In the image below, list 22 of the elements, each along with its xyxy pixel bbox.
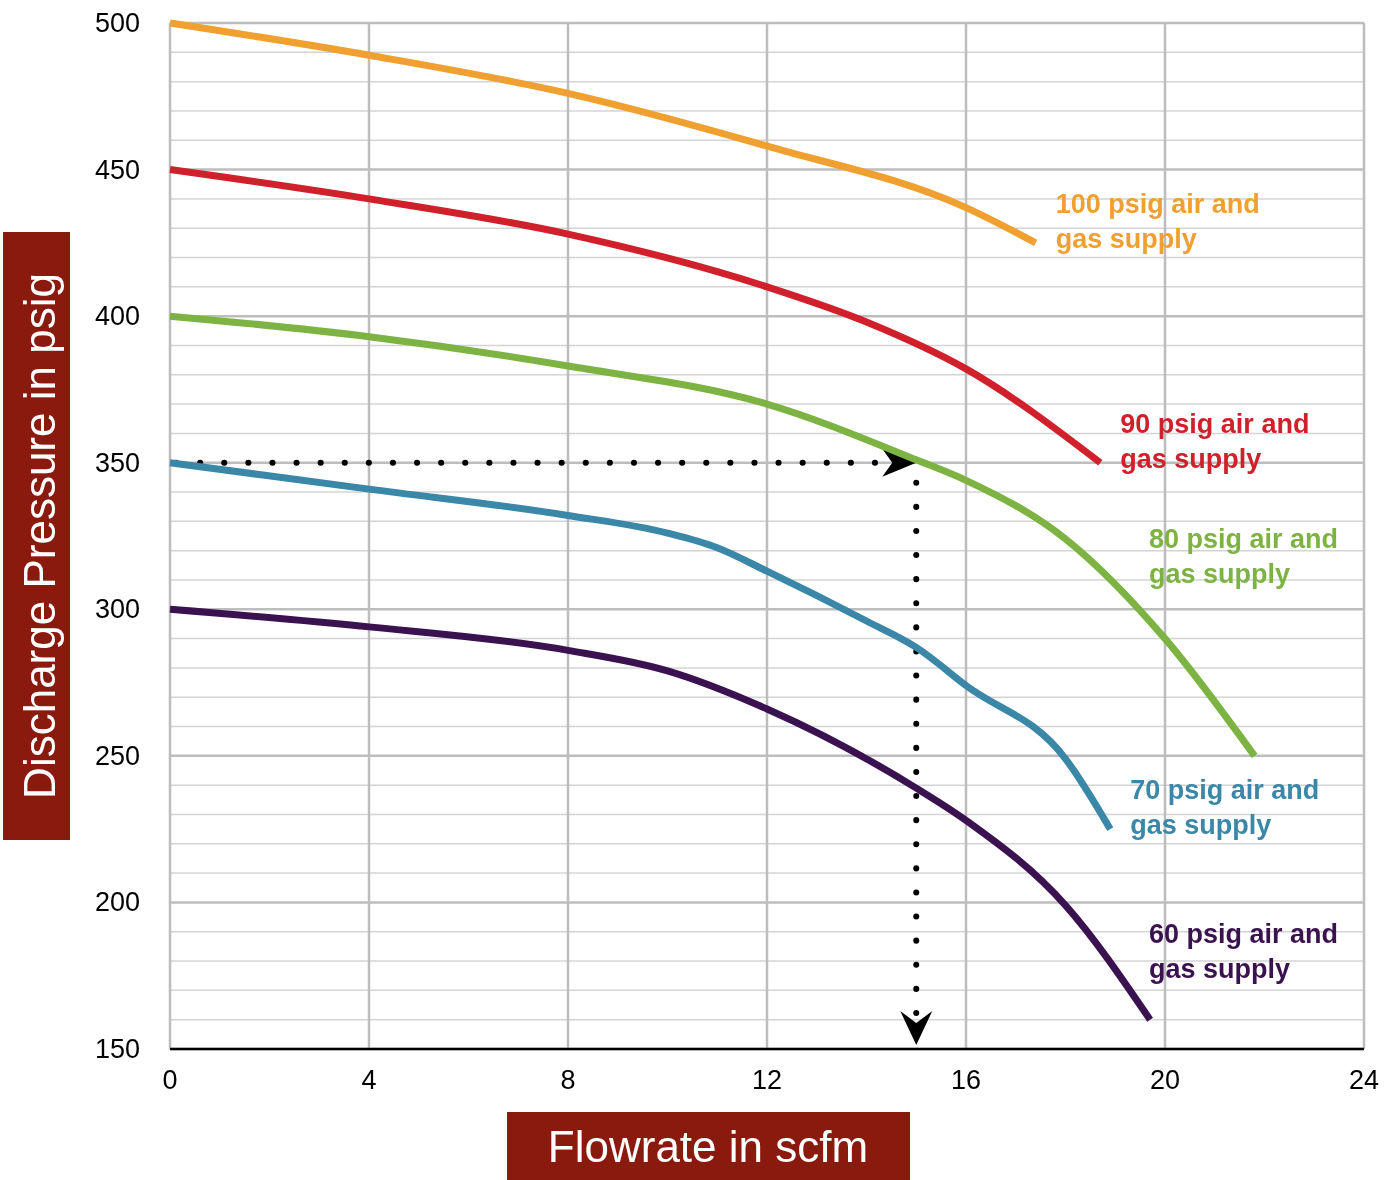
x-axis-title: Flowrate in scfm: [547, 1122, 869, 1171]
series-label: 100 psig air and gas supply: [1055, 188, 1260, 254]
x-tick-label: 0: [162, 1065, 178, 1095]
x-tick-label: 24: [1348, 1065, 1380, 1095]
y-tick-label: 500: [94, 8, 140, 38]
x-tick-label: 12: [751, 1065, 783, 1095]
y-tick-label: 450: [94, 154, 140, 185]
y-tick-label: 150: [94, 1034, 140, 1064]
y-tick-label: 350: [94, 447, 140, 478]
series-label: 60 psig air and gas supply: [1149, 919, 1339, 985]
series-label: 80 psig air and gas supply: [1149, 523, 1339, 589]
x-tick-label: 16: [950, 1065, 982, 1095]
y-tick-label: 200: [94, 887, 140, 918]
x-tick-label: 4: [361, 1065, 377, 1095]
series-label: 90 psig air and gas supply: [1120, 408, 1310, 474]
y-tick-label: 400: [94, 301, 140, 332]
y-tick-label: 300: [94, 594, 140, 625]
x-tick-label: 8: [560, 1065, 576, 1095]
y-tick-label: 250: [94, 740, 140, 771]
series-label: 70 psig air and gas supply: [1130, 775, 1320, 841]
x-tick-label: 20: [1149, 1065, 1181, 1095]
y-axis-title: Discharge Pressure in psig: [15, 273, 64, 799]
